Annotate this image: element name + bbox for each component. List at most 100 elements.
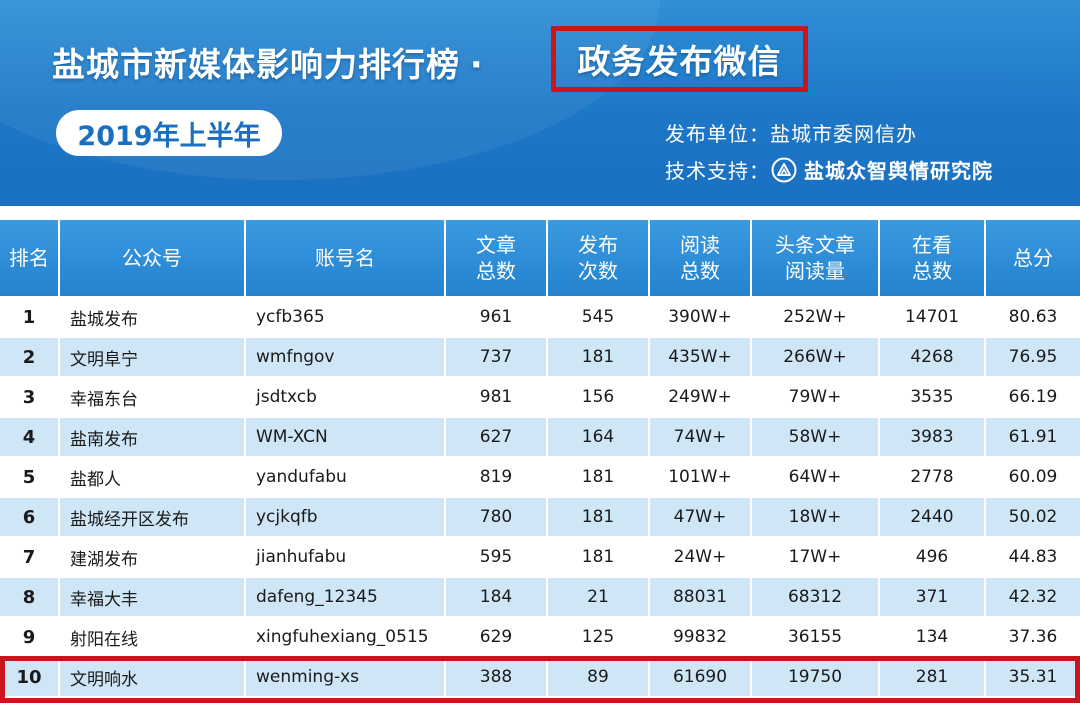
table-row: 10 文明响水 wenming-xs 388 89 61690 19750 281 35.31 <box>0 658 1080 696</box>
cell-total-score: 60.09 <box>986 458 1080 496</box>
column-header-text: 在看 <box>912 233 952 257</box>
cell-total-score: 42.32 <box>986 578 1080 616</box>
cell-looking-count: 2440 <box>880 498 984 536</box>
cell-read-count: 24W+ <box>650 538 750 576</box>
cell-total-score: 61.91 <box>986 418 1080 456</box>
cell-publish-count: 181 <box>548 338 648 376</box>
column-header-text: 发布 <box>578 233 618 257</box>
column-header-rank: 排名 <box>0 220 58 296</box>
title-highlight-text: 政务发布微信 <box>577 42 782 81</box>
cell-headline-read-count: 17W+ <box>752 538 878 576</box>
publisher-line: 发布单位：盐城市委网信办 <box>665 118 917 147</box>
cell-account-id: ycfb365 <box>246 298 444 336</box>
support-line: 技术支持： 盐城众智舆情研究院 <box>665 155 993 184</box>
cell-headline-read-count: 79W+ <box>752 378 878 416</box>
column-header-text: 总分 <box>1013 246 1053 270</box>
cell-publish-count: 181 <box>548 498 648 536</box>
cell-read-count: 61690 <box>650 658 750 696</box>
cell-headline-read-count: 252W+ <box>752 298 878 336</box>
table-row: 1 盐城发布 ycfb365 961 545 390W+ 252W+ 14701 80.63 <box>0 298 1080 336</box>
column-header-text: 头条文章 <box>775 233 855 257</box>
ranking-table: 排名 公众号 账号名 文章 总数 发布 次数 阅读 总数 头条文章 阅读量 在看 总数 总分 1 盐城发布 y… <box>0 220 1080 698</box>
column-header-total-score: 总分 <box>986 220 1080 296</box>
column-header-text: 排名 <box>9 246 49 270</box>
cell-account-id: xingfuhexiang_0515 <box>246 618 444 656</box>
cell-read-count: 390W+ <box>650 298 750 336</box>
research-institute-logo-icon <box>770 156 798 184</box>
cell-looking-count: 134 <box>880 618 984 656</box>
cell-account-name: 盐城发布 <box>60 298 244 336</box>
column-header-text: 总数 <box>912 259 952 283</box>
cell-read-count: 74W+ <box>650 418 750 456</box>
title-separator: · <box>470 45 484 84</box>
cell-article-count: 184 <box>446 578 546 616</box>
title-highlight-box: 政务发布微信 <box>551 26 808 92</box>
cell-article-count: 388 <box>446 658 546 696</box>
cell-headline-read-count: 18W+ <box>752 498 878 536</box>
column-header-headline-read-count: 头条文章 阅读量 <box>752 220 878 296</box>
cell-rank: 4 <box>0 418 58 456</box>
cell-rank: 6 <box>0 498 58 536</box>
cell-article-count: 629 <box>446 618 546 656</box>
cell-account-name: 射阳在线 <box>60 618 244 656</box>
cell-account-id: dafeng_12345 <box>246 578 444 616</box>
cell-article-count: 981 <box>446 378 546 416</box>
cell-article-count: 819 <box>446 458 546 496</box>
table-body: 1 盐城发布 ycfb365 961 545 390W+ 252W+ 14701 80.63 2 文… <box>0 298 1080 696</box>
cell-total-score: 66.19 <box>986 378 1080 416</box>
cell-account-id: wenming-xs <box>246 658 444 696</box>
title-main: 盐城市新媒体影响力排行榜 <box>52 45 460 84</box>
cell-publish-count: 181 <box>548 538 648 576</box>
support-value: 盐城众智舆情研究院 <box>804 159 993 183</box>
cell-publish-count: 125 <box>548 618 648 656</box>
table-row: 6 盐城经开区发布 ycjkqfb 780 181 47W+ 18W+ 2440 50.02 <box>0 498 1080 536</box>
cell-publish-count: 21 <box>548 578 648 616</box>
cell-publish-count: 545 <box>548 298 648 336</box>
cell-read-count: 249W+ <box>650 378 750 416</box>
cell-looking-count: 3983 <box>880 418 984 456</box>
cell-headline-read-count: 68312 <box>752 578 878 616</box>
column-header-text: 总数 <box>476 259 516 283</box>
column-header-text: 文章 <box>476 233 516 257</box>
cell-total-score: 80.63 <box>986 298 1080 336</box>
cell-looking-count: 3535 <box>880 378 984 416</box>
column-header-text: 账号名 <box>315 246 375 270</box>
publisher-value: 盐城市委网信办 <box>770 122 917 146</box>
cell-account-name: 盐南发布 <box>60 418 244 456</box>
cell-headline-read-count: 36155 <box>752 618 878 656</box>
cell-account-name: 盐城经开区发布 <box>60 498 244 536</box>
cell-read-count: 47W+ <box>650 498 750 536</box>
cell-rank: 2 <box>0 338 58 376</box>
cell-total-score: 35.31 <box>986 658 1080 696</box>
cell-publish-count: 164 <box>548 418 648 456</box>
column-header-text: 次数 <box>578 259 618 283</box>
cell-account-id: wmfngov <box>246 338 444 376</box>
column-header-read-count: 阅读 总数 <box>650 220 750 296</box>
cell-account-id: jsdtxcb <box>246 378 444 416</box>
cell-looking-count: 14701 <box>880 298 984 336</box>
cell-rank: 7 <box>0 538 58 576</box>
cell-article-count: 627 <box>446 418 546 456</box>
cell-account-name: 文明响水 <box>60 658 244 696</box>
cell-rank: 10 <box>0 658 58 696</box>
column-header-text: 总数 <box>680 259 720 283</box>
cell-rank: 9 <box>0 618 58 656</box>
cell-looking-count: 496 <box>880 538 984 576</box>
cell-account-id: jianhufabu <box>246 538 444 576</box>
column-header-text: 阅读 <box>680 233 720 257</box>
cell-account-id: ycjkqfb <box>246 498 444 536</box>
cell-article-count: 780 <box>446 498 546 536</box>
cell-publish-count: 156 <box>548 378 648 416</box>
table-row: 4 盐南发布 WM-XCN 627 164 74W+ 58W+ 3983 61.91 <box>0 418 1080 456</box>
cell-account-name: 盐都人 <box>60 458 244 496</box>
cell-account-name: 幸福大丰 <box>60 578 244 616</box>
cell-article-count: 737 <box>446 338 546 376</box>
table-row: 5 盐都人 yandufabu 819 181 101W+ 64W+ 2778 60.09 <box>0 458 1080 496</box>
column-header-text: 阅读量 <box>785 259 845 283</box>
cell-total-score: 44.83 <box>986 538 1080 576</box>
column-header-publish-count: 发布 次数 <box>548 220 648 296</box>
cell-looking-count: 371 <box>880 578 984 616</box>
table-row: 9 射阳在线 xingfuhexiang_0515 629 125 99832 36155 1… <box>0 618 1080 656</box>
column-header-account-id: 账号名 <box>246 220 444 296</box>
